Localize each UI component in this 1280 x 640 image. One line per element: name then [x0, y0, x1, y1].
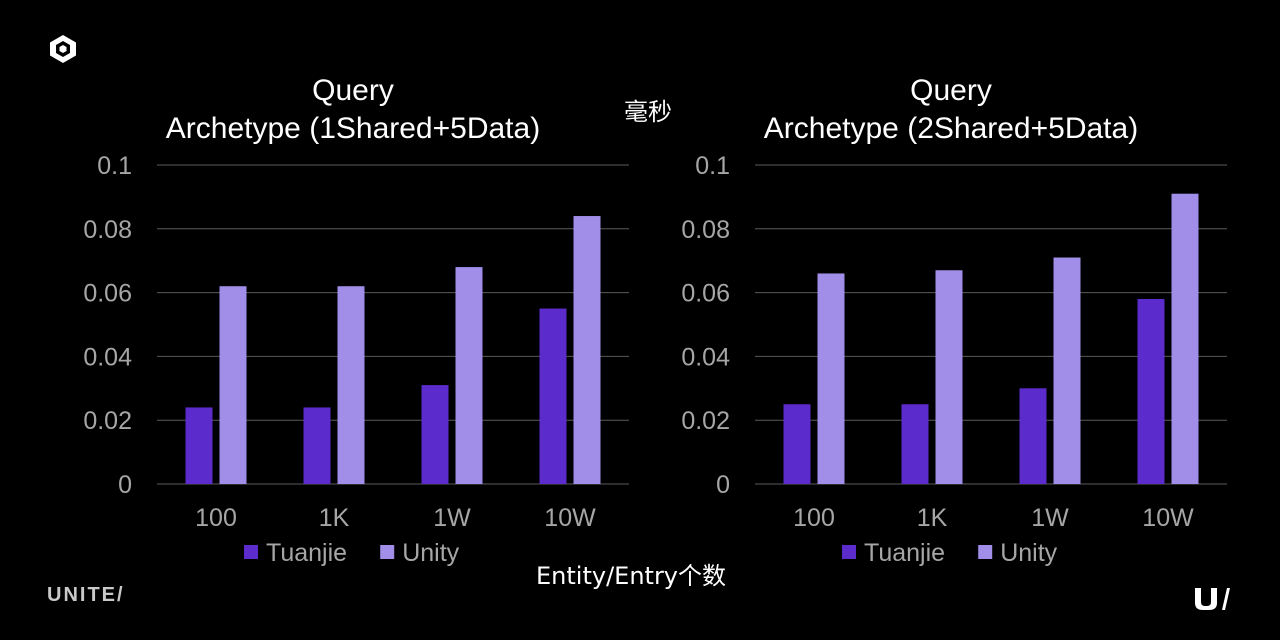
y-tick-label: 0.04 — [681, 343, 730, 371]
bar-unity — [1053, 257, 1081, 484]
y-tick-label: 0 — [118, 471, 132, 499]
x-tick-label: 10W — [544, 504, 596, 532]
y-tick-label: 0.04 — [83, 343, 132, 371]
chart-title-line: Query — [312, 74, 394, 107]
bar-tuanjie — [303, 407, 331, 484]
legend-swatch-unity — [978, 545, 993, 559]
x-tick-label: 1W — [433, 504, 471, 532]
bar-unity — [219, 286, 247, 484]
y-tick-label: 0.06 — [681, 280, 730, 308]
legend-label-tuanjie: Tuanjie — [266, 539, 347, 567]
unity-cube-logo-icon — [50, 35, 76, 63]
chart-title-line: Archetype (1Shared+5Data) — [166, 112, 540, 145]
legend-label-unity: Unity — [1000, 539, 1057, 567]
legend-label-unity: Unity — [402, 539, 459, 567]
y-tick-label: 0.06 — [83, 280, 132, 308]
x-tick-label: 1K — [319, 504, 350, 532]
y-tick-label: 0.08 — [83, 216, 132, 244]
y-tick-label: 0 — [716, 471, 730, 499]
legend-swatch-unity — [380, 545, 395, 559]
x-tick-label: 100 — [793, 504, 835, 532]
y-tick-label: 0.02 — [83, 407, 132, 435]
x-tick-label: 1W — [1031, 504, 1069, 532]
y-tick-label: 0.1 — [695, 152, 730, 180]
bar-tuanjie — [901, 404, 929, 484]
bar-tuanjie — [539, 308, 567, 484]
chart-title-line: Archetype (2Shared+5Data) — [764, 112, 1138, 145]
bar-tuanjie — [185, 407, 213, 484]
x-tick-label: 1K — [917, 504, 948, 532]
x-tick-label: 10W — [1142, 504, 1194, 532]
bar-unity — [573, 216, 601, 485]
x-tick-label: 100 — [195, 504, 237, 532]
bar-tuanjie — [783, 404, 811, 484]
bar-unity — [455, 267, 483, 484]
bar-tuanjie — [1137, 298, 1165, 484]
y-tick-label: 0.1 — [97, 152, 132, 180]
chart-title-line: Query — [910, 74, 992, 107]
legend-swatch-tuanjie — [244, 545, 258, 559]
legend-swatch-tuanjie — [842, 545, 856, 559]
unit-label: 毫秒 — [624, 98, 672, 126]
legend-label-tuanjie: Tuanjie — [864, 539, 945, 567]
x-axis-label: Entity/Entry个数 — [536, 562, 727, 590]
bar-unity — [337, 286, 365, 484]
bar-unity — [1171, 193, 1199, 484]
y-tick-label: 0.08 — [681, 216, 730, 244]
bar-unity — [817, 273, 845, 484]
unite-brand-text: UNITE/ — [47, 584, 125, 606]
unite-u-logo-icon — [1195, 588, 1230, 610]
y-tick-label: 0.02 — [681, 407, 730, 435]
bar-tuanjie — [421, 385, 449, 484]
bar-tuanjie — [1019, 388, 1047, 484]
bar-unity — [935, 270, 963, 484]
